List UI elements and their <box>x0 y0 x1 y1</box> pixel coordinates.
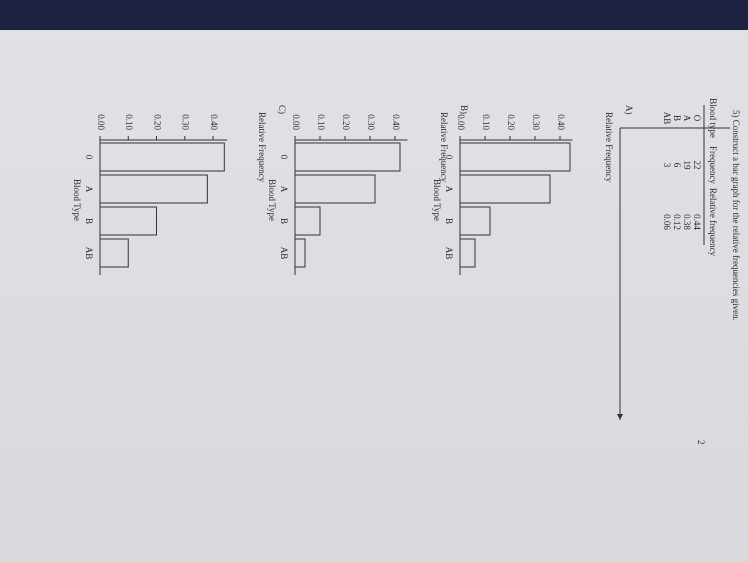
x-tick-label: B <box>279 218 289 224</box>
bar <box>294 174 376 204</box>
table-cell: 19 <box>682 161 692 171</box>
table-cell: AB <box>662 112 672 125</box>
x-tick-label: A <box>84 186 94 193</box>
x-tick-label: AB <box>444 247 454 260</box>
chart-label: B) <box>459 105 469 114</box>
bar <box>294 206 321 236</box>
x-axis-label: Blood Type <box>432 179 442 221</box>
table-cell: 0.38 <box>682 214 692 230</box>
y-tick-label: 0.00 <box>291 114 301 130</box>
bar <box>459 206 491 236</box>
table-cell: 0.12 <box>672 214 682 230</box>
bar <box>294 142 401 172</box>
bar <box>459 238 476 268</box>
dark-edge <box>0 0 748 30</box>
y-tick-label: 0.10 <box>316 114 326 130</box>
bar <box>294 238 306 268</box>
x-tick-label: AB <box>279 247 289 260</box>
x-tick-label: B <box>444 218 454 224</box>
x-tick-label: B <box>84 218 94 224</box>
x-axis-label: Blood Type <box>72 179 82 221</box>
bar <box>459 174 551 204</box>
y-axis-label: Relative Frequency <box>604 112 614 183</box>
bar <box>99 142 225 172</box>
y-tick-label: 0.40 <box>556 114 566 130</box>
x-tick-label: 0 <box>444 155 454 160</box>
x-axis-label: Blood Type <box>267 179 277 221</box>
y-tick-label: 0.30 <box>531 114 541 130</box>
x-tick-label: AB <box>84 247 94 260</box>
y-tick-label: 0.00 <box>456 114 466 130</box>
arrow <box>617 414 623 420</box>
y-tick-label: 0.30 <box>181 114 191 130</box>
page-number: 2 <box>696 440 706 445</box>
chart-label: C) <box>277 105 287 114</box>
x-tick-label: 0 <box>84 155 94 160</box>
y-tick-label: 0.40 <box>391 114 401 130</box>
table-cell: 22 <box>692 161 702 170</box>
bar <box>99 174 208 204</box>
table-cell: 0.44 <box>692 214 702 230</box>
table-header: Relative frequency <box>708 188 718 257</box>
table-cell: O <box>692 115 702 122</box>
x-tick-label: 0 <box>279 155 289 160</box>
bar <box>459 142 571 172</box>
y-tick-label: 0.20 <box>152 114 162 130</box>
table-cell: 0.06 <box>662 214 672 230</box>
y-tick-label: 0.00 <box>96 114 106 130</box>
table-header: Blood type <box>708 98 718 138</box>
y-tick-label: 0.40 <box>209 114 219 130</box>
y-tick-label: 0.10 <box>481 114 491 130</box>
y-tick-label: 0.20 <box>506 114 516 130</box>
bar <box>99 238 129 268</box>
y-tick-label: 0.20 <box>341 114 351 130</box>
y-tick-label: 0.10 <box>124 114 134 130</box>
table-cell: B <box>672 115 682 121</box>
y-axis-label: Relative Frequency <box>257 112 267 183</box>
x-tick-label: A <box>444 186 454 193</box>
chart-label: A) <box>624 105 634 115</box>
bar <box>99 206 157 236</box>
table-cell: A <box>682 115 692 122</box>
x-tick-label: A <box>279 186 289 193</box>
question: 5) Construct a bar graph for the relativ… <box>731 110 741 321</box>
table-cell: 6 <box>672 163 682 168</box>
y-axis-label: Relative Frequency <box>439 112 449 183</box>
y-tick-label: 0.30 <box>366 114 376 130</box>
table-cell: 3 <box>662 163 672 168</box>
table-header: Frequency <box>708 146 718 184</box>
